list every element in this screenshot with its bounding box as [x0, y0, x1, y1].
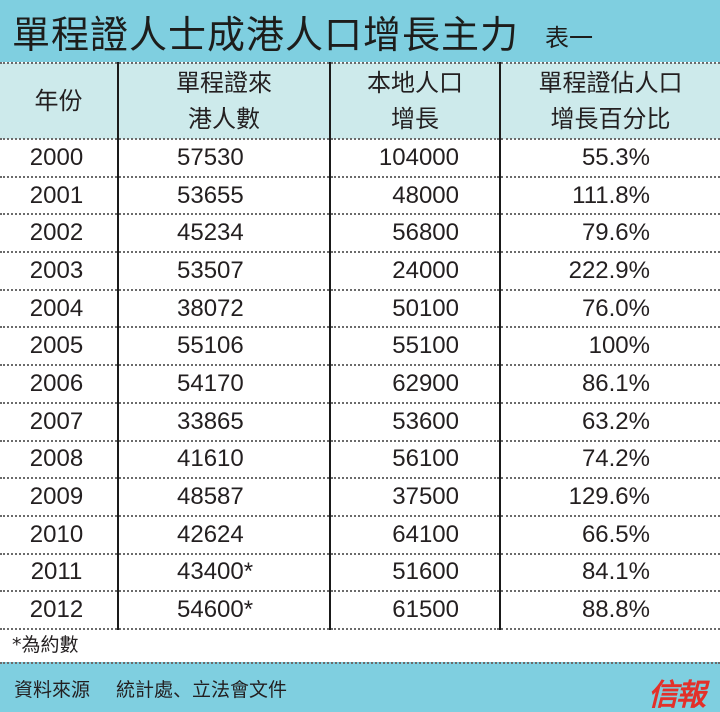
header-permit-line2: 港人數 [188, 105, 260, 133]
header-permit-line1: 單程證來 [176, 69, 272, 97]
table-row: 2007 33865 53600 63.2% [0, 402, 720, 442]
cell-year: 2001 [0, 176, 118, 216]
cell-year: 2008 [0, 440, 118, 480]
header-pct-line1: 單程證佔人口 [538, 69, 683, 97]
source-value: 統計處、立法會文件 [116, 678, 288, 701]
cell-pct: 222.9% [499, 252, 720, 291]
cell-permit: 41610 [117, 440, 330, 480]
title-bar: 單程證人士成港人口增長主力 表一 [0, 0, 720, 62]
cell-growth: 104000 [329, 139, 500, 178]
cell-growth: 56100 [329, 440, 500, 480]
table-row: 2004 38072 50100 76.0% [0, 289, 720, 329]
cell-year: 2005 [0, 327, 118, 367]
cell-growth: 64100 [329, 515, 500, 555]
cell-pct: 66.5% [499, 515, 720, 555]
footer-bar: 資料來源 統計處、立法會文件 信報 [0, 662, 720, 712]
cell-permit: 38072 [117, 289, 330, 329]
table-row: 2008 41610 56100 74.2% [0, 440, 720, 480]
page-title: 單程證人士成港人口增長主力 [12, 12, 520, 57]
cell-permit: 54600* [117, 591, 330, 630]
source-label: 資料來源 [14, 678, 91, 701]
cell-year: 2011 [0, 553, 118, 593]
cell-growth: 55100 [329, 327, 500, 367]
cell-pct: 63.2% [499, 402, 720, 442]
data-table: 年份 單程證來 港人數 本地人口 增長 單程證佔人口 增長百分比 2000 575… [0, 62, 720, 630]
cell-year: 2009 [0, 478, 118, 517]
header-permit: 單程證來 港人數 [117, 62, 330, 140]
cell-year: 2006 [0, 365, 118, 404]
cell-year: 2003 [0, 252, 118, 291]
cell-year: 2004 [0, 289, 118, 329]
cell-permit: 54170 [117, 365, 330, 404]
cell-permit: 33865 [117, 402, 330, 442]
cell-permit: 53655 [117, 176, 330, 216]
table-row: 2010 42624 64100 66.5% [0, 515, 720, 555]
header-pct: 單程證佔人口 增長百分比 [499, 62, 720, 140]
cell-year: 2012 [0, 591, 118, 630]
cell-year: 2007 [0, 402, 118, 442]
header-pct-line2: 增長百分比 [550, 105, 671, 133]
table-row: 2000 57530 104000 55.3% [0, 139, 720, 178]
cell-growth: 48000 [329, 176, 500, 216]
cell-pct: 88.8% [499, 591, 720, 630]
cell-year: 2010 [0, 515, 118, 555]
cell-permit: 42624 [117, 515, 330, 555]
header-year: 年份 [0, 62, 118, 140]
hkej-logo: 信報 [648, 678, 706, 712]
table-row: 2002 45234 56800 79.6% [0, 214, 720, 254]
table-row: 2001 53655 48000 111.8% [0, 176, 720, 216]
cell-permit: 55106 [117, 327, 330, 367]
footnote: *為約數 [12, 634, 79, 656]
cell-pct: 74.2% [499, 440, 720, 480]
header-growth-line1: 本地人口 [367, 69, 463, 97]
table-row: 2009 48587 37500 129.6% [0, 478, 720, 517]
cell-pct: 79.6% [499, 214, 720, 254]
cell-pct: 76.0% [499, 289, 720, 329]
cell-growth: 61500 [329, 591, 500, 630]
cell-growth: 24000 [329, 252, 500, 291]
header-growth: 本地人口 增長 [329, 62, 500, 140]
cell-pct: 100% [499, 327, 720, 367]
table-label: 表一 [545, 23, 594, 52]
table-row: 2005 55106 55100 100% [0, 327, 720, 367]
cell-pct: 86.1% [499, 365, 720, 404]
cell-permit: 48587 [117, 478, 330, 517]
cell-permit: 57530 [117, 139, 330, 178]
cell-pct: 111.8% [499, 176, 720, 216]
table-header: 年份 單程證來 港人數 本地人口 增長 單程證佔人口 增長百分比 [0, 62, 720, 140]
cell-pct: 129.6% [499, 478, 720, 517]
header-year-text: 年份 [34, 87, 83, 115]
table-row: 2012 54600* 61500 88.8% [0, 591, 720, 630]
table-row: 2003 53507 24000 222.9% [0, 252, 720, 291]
cell-growth: 51600 [329, 553, 500, 593]
cell-permit: 43400* [117, 553, 330, 593]
cell-pct: 55.3% [499, 139, 720, 178]
table-row: 2011 43400* 51600 84.1% [0, 553, 720, 593]
cell-growth: 50100 [329, 289, 500, 329]
cell-year: 2000 [0, 139, 118, 178]
header-growth-line2: 增長 [391, 105, 439, 133]
cell-pct: 84.1% [499, 553, 720, 593]
table-row: 2006 54170 62900 86.1% [0, 365, 720, 404]
cell-growth: 62900 [329, 365, 500, 404]
cell-growth: 53600 [329, 402, 500, 442]
table-body: 2000 57530 104000 55.3% 2001 53655 48000 111.8… [0, 139, 720, 630]
cell-permit: 45234 [117, 214, 330, 254]
cell-growth: 37500 [329, 478, 500, 517]
data-table-container: 年份 單程證來 港人數 本地人口 增長 單程證佔人口 增長百分比 2000 575… [0, 62, 720, 630]
cell-growth: 56800 [329, 214, 500, 254]
cell-year: 2002 [0, 214, 118, 254]
cell-permit: 53507 [117, 252, 330, 291]
